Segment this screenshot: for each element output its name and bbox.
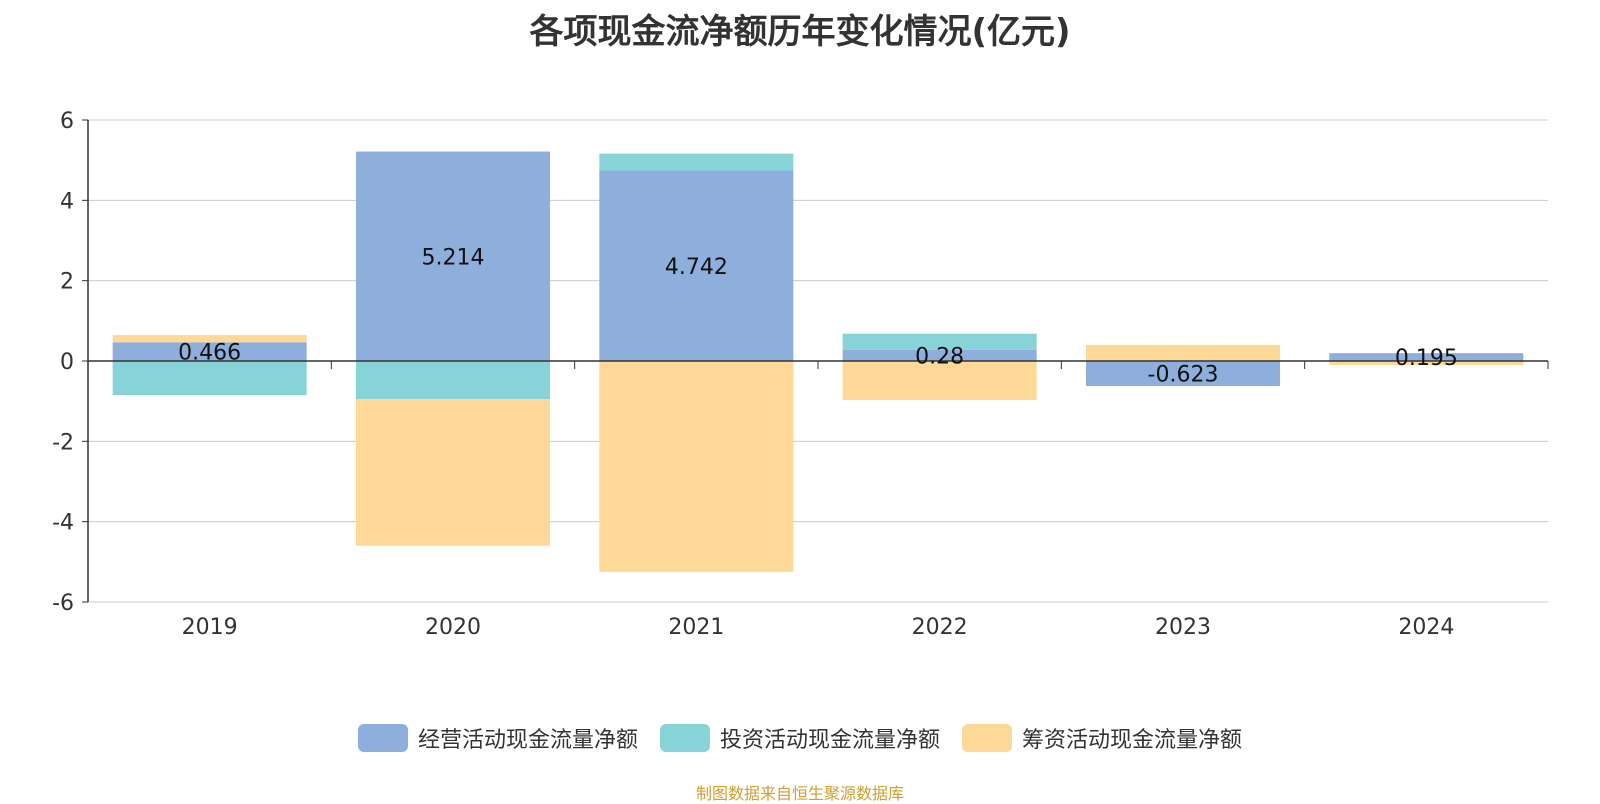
legend-swatch-investing	[659, 724, 710, 752]
x-tick-label: 2022	[912, 615, 968, 640]
y-tick-label: -2	[52, 430, 74, 455]
bar-financing-2022	[842, 361, 1037, 400]
x-tick-label: 2019	[182, 615, 238, 640]
bar-operating-2020	[356, 151, 550, 361]
bar-operating-2022	[842, 349, 1037, 361]
x-tick-label: 2024	[1398, 615, 1454, 640]
legend: 经营活动现金流量净额 投资活动现金流量净额 筹资活动现金流量净额	[0, 722, 1600, 754]
legend-label-investing: 投资活动现金流量净额	[719, 728, 940, 753]
bar-investing-2020	[356, 361, 550, 400]
bar-financing-2019	[112, 335, 307, 343]
x-tick-label: 2021	[668, 615, 724, 640]
bars	[112, 151, 1524, 572]
data-labels: 0.466 5.214 4.742 0.28 -0.623 0.195	[178, 245, 1458, 387]
legend-swatch-operating	[357, 724, 408, 752]
legend-swatch-financing	[962, 724, 1012, 752]
data-label: 4.742	[665, 255, 728, 280]
legend-item-financing[interactable]: 筹资活动现金流量净额	[962, 722, 1242, 754]
legend-item-operating[interactable]: 经营活动现金流量净额	[357, 722, 638, 754]
x-tick-label: 2020	[425, 615, 481, 640]
y-tick-label: -4	[52, 511, 74, 536]
data-label: 0.195	[1395, 346, 1458, 371]
chart-title: 各项现金流净额历年变化情况(亿元)	[529, 12, 1071, 52]
bar-investing-2022	[842, 333, 1037, 350]
data-label: -0.623	[1148, 363, 1219, 388]
x-tick-label: 2023	[1155, 615, 1211, 640]
y-tick-label: 6	[60, 109, 74, 134]
bar-financing-2024	[1329, 361, 1524, 366]
source-note: 制图数据来自恒生聚源数据库	[695, 784, 904, 803]
legend-item-investing[interactable]: 投资活动现金流量净额	[659, 722, 940, 754]
data-label: 0.28	[915, 344, 964, 369]
bar-financing-2020	[356, 399, 550, 546]
y-tick-label: 2	[60, 270, 74, 295]
data-label: 5.214	[422, 245, 485, 270]
bar-financing-2023	[1086, 344, 1280, 361]
bar-operating-2019	[112, 342, 307, 361]
bar-investing-2019	[112, 361, 307, 396]
bar-investing-2021	[599, 153, 794, 171]
axes: 6 4 2 0 -2 -4 -6 2019 2020 2021 2022 2023 2024	[52, 109, 1549, 640]
bar-operating-2023	[1086, 361, 1280, 387]
bar-financing-2021	[599, 361, 794, 572]
y-tick-label: 0	[60, 350, 74, 375]
legend-label-operating: 经营活动现金流量净额	[417, 728, 638, 753]
bar-operating-2021	[599, 170, 794, 361]
y-tick-label: 4	[60, 189, 74, 214]
y-tick-label: -6	[52, 591, 74, 616]
bar-operating-2024	[1329, 353, 1524, 361]
legend-label-financing: 筹资活动现金流量净额	[1022, 728, 1243, 753]
data-label: 0.466	[178, 341, 241, 366]
